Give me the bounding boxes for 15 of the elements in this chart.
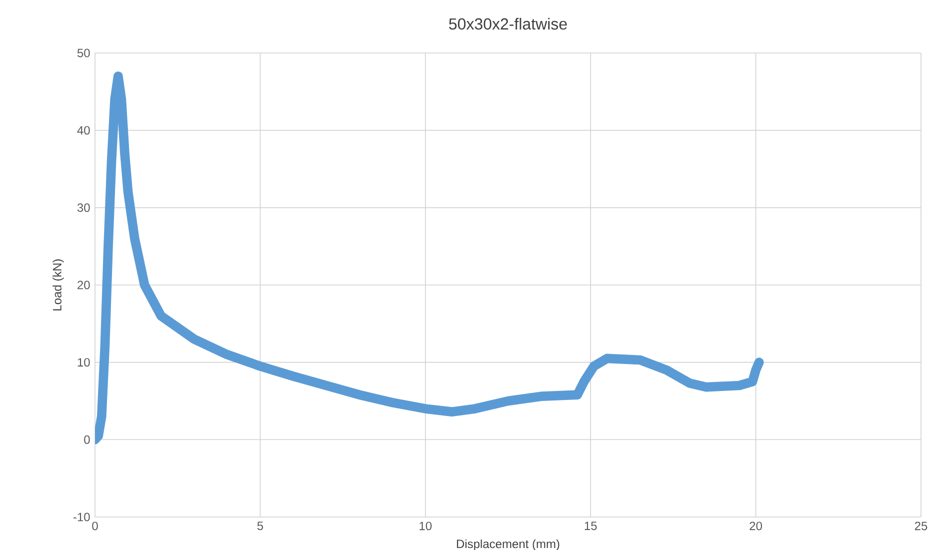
y-tick-label: 30	[77, 203, 90, 212]
y-tick-label: 20	[78, 280, 90, 290]
y-tick-label: 0	[84, 435, 90, 444]
x-tick-label: 20	[750, 522, 762, 530]
x-tick-label: 5	[257, 522, 264, 530]
y-tick-label: 50	[77, 48, 90, 58]
x-tick-label: 0	[92, 522, 98, 530]
y-tick-label: -10	[74, 512, 90, 522]
y-tick-label: 40	[77, 126, 90, 135]
chart-title: 50x30x2-flatwise	[449, 18, 567, 30]
y-tick-label: 10	[78, 358, 90, 367]
x-tick-label: 25	[914, 522, 928, 530]
y-axis-title: Load (kN)	[52, 259, 64, 310]
x-tick-label: 15	[584, 522, 597, 530]
x-tick-label: 10	[420, 522, 432, 530]
